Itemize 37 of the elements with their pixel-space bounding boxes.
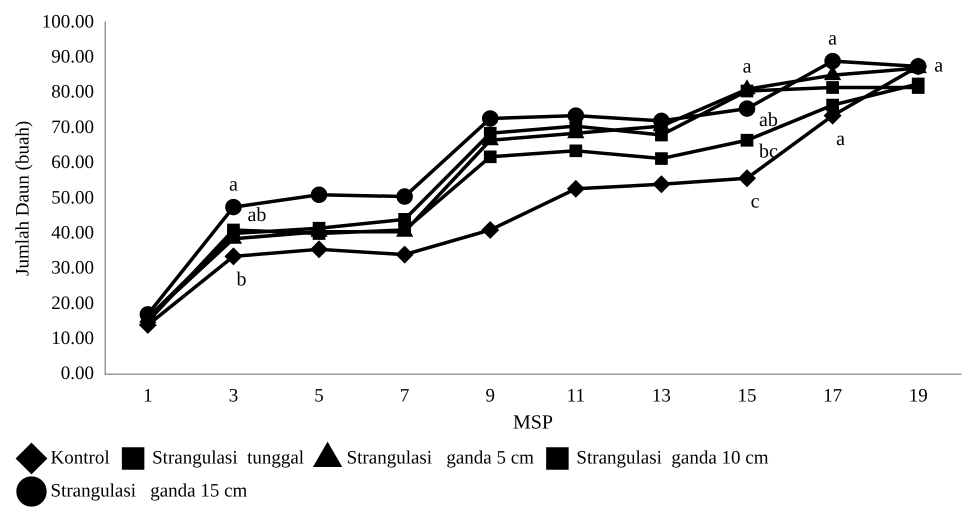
x-tick-label: 19 (908, 386, 928, 407)
annotation: a (828, 27, 838, 50)
x-tick-label: 15 (738, 386, 757, 407)
annotation: a (228, 173, 238, 196)
annotation: c (750, 190, 760, 212)
legend-label: Strangulasi ganda 15 cm (50, 480, 248, 502)
legend-label: Strangulasi tunggal (152, 447, 304, 468)
legend-label: Strangulasi ganda 10 cm (576, 447, 769, 468)
annotation: ab (247, 204, 266, 226)
y-tick-label: 10.00 (51, 328, 94, 350)
x-tick-label: 3 (228, 386, 238, 407)
x-tick-label: 7 (400, 386, 410, 407)
annotation: a (934, 54, 944, 77)
x-axis-title: MSP (513, 411, 554, 434)
y-tick-label: 30.00 (51, 258, 94, 279)
y-tick-label: 90.00 (51, 46, 94, 68)
x-tick-label: 13 (652, 386, 671, 407)
annotation: ab (759, 108, 778, 131)
x-tick-label: 17 (823, 386, 842, 407)
legend-label: Strangulasi ganda 5 cm (346, 447, 534, 468)
y-tick-label: 100.00 (42, 11, 94, 32)
x-tick-label: 1 (143, 386, 153, 407)
y-tick-label: 0.00 (60, 363, 94, 384)
annotation: a (836, 128, 846, 150)
annotation: b (236, 268, 246, 291)
x-tick-label: 11 (566, 386, 585, 407)
x-tick-label: 5 (314, 386, 324, 407)
y-axis-title: Jumlah Daun (buah) (12, 120, 34, 276)
y-tick-label: 60.00 (51, 152, 94, 174)
y-tick-label: 70.00 (51, 116, 94, 138)
y-tick-label: 80.00 (51, 82, 94, 103)
annotation: a (742, 55, 752, 78)
y-tick-label: 20.00 (51, 292, 94, 314)
y-tick-label: 40.00 (51, 222, 94, 244)
legend-label: Kontrol (50, 447, 110, 468)
x-tick-label: 9 (485, 386, 495, 407)
y-tick-label: 50.00 (51, 187, 94, 208)
